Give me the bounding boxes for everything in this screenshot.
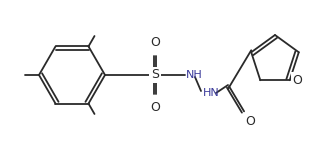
Text: HN: HN (203, 88, 220, 98)
Text: O: O (150, 36, 160, 49)
Text: O: O (293, 74, 303, 87)
Text: NH: NH (186, 70, 203, 80)
Text: S: S (151, 69, 159, 81)
Text: O: O (245, 115, 255, 128)
Text: O: O (150, 101, 160, 114)
